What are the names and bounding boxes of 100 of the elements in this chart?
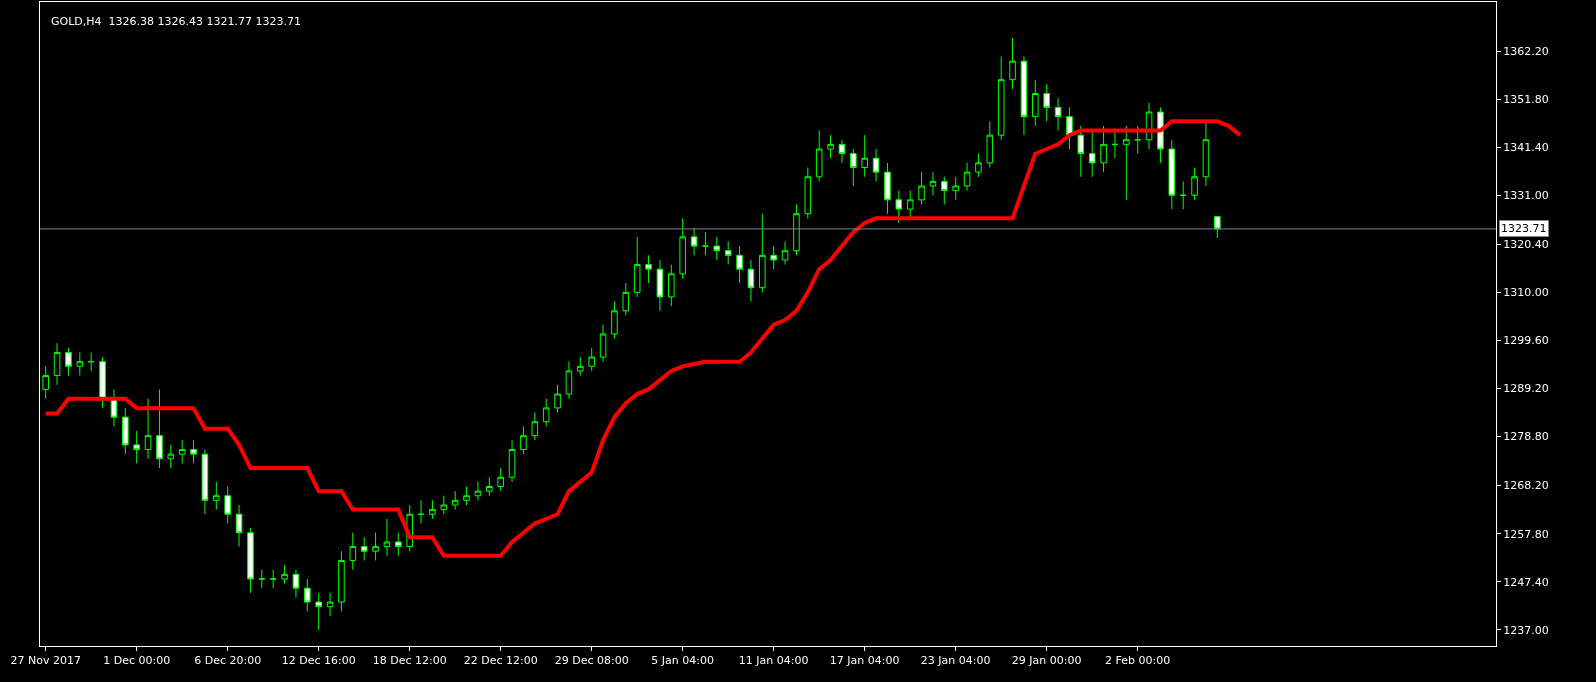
- candlestick: [633, 236, 641, 298]
- candlestick: [611, 301, 618, 340]
- y-tick-label: 1257.80: [1503, 527, 1549, 541]
- candlestick: [656, 259, 664, 312]
- candlestick: [702, 231, 709, 256]
- candlestick: [372, 532, 379, 561]
- candlestick: [144, 398, 152, 460]
- candlestick: [520, 425, 527, 455]
- candlestick: [1043, 83, 1050, 122]
- candlestick: [838, 139, 846, 164]
- x-tick-label: 12 Dec 16:00: [281, 654, 356, 668]
- candlestick: [213, 481, 220, 511]
- candlestick: [349, 532, 357, 571]
- candlestick: [486, 476, 493, 497]
- candlestick: [1066, 106, 1073, 150]
- candlestick: [1088, 130, 1096, 178]
- candlestick: [1020, 56, 1028, 136]
- y-tick-label: 1289.20: [1503, 382, 1549, 396]
- x-tick-label: 6 Dec 20:00: [194, 654, 262, 668]
- candlestick: [1009, 37, 1016, 90]
- candlestick: [1032, 79, 1039, 127]
- candlestick: [918, 171, 925, 205]
- y-tick-label: 1278.80: [1503, 430, 1549, 444]
- candlestick: [815, 130, 823, 182]
- candlestick: [258, 569, 266, 589]
- candlestick: [577, 356, 584, 377]
- candlestick: [1077, 125, 1085, 178]
- candlestick: [975, 153, 982, 178]
- candlestick: [269, 569, 277, 589]
- candlestick: [315, 592, 322, 631]
- y-tick-label: 1331.00: [1503, 189, 1549, 203]
- x-tick-label: 1 Dec 00:00: [103, 654, 171, 668]
- x-tick-label: 17 Jan 04:00: [829, 654, 900, 668]
- candlestick: [747, 259, 755, 303]
- y-tick-label: 1341.40: [1503, 141, 1549, 155]
- candlestick: [508, 439, 516, 483]
- candlestick: [724, 240, 732, 266]
- candlestick: [554, 384, 561, 414]
- candlestick: [360, 536, 368, 561]
- candlestick: [133, 430, 140, 464]
- candlestick: [1054, 97, 1062, 132]
- candlestick: [463, 486, 470, 506]
- candlestick: [53, 342, 61, 386]
- candlestick: [713, 236, 721, 261]
- line-series: [43, 119, 1243, 558]
- y-tick-label: 1320.40: [1503, 238, 1549, 252]
- candlestick: [440, 495, 448, 515]
- candlestick: [1179, 180, 1187, 210]
- candlestick: [895, 190, 903, 224]
- y-tick-label: 1299.60: [1503, 334, 1549, 348]
- candlestick: [110, 388, 118, 427]
- candlestick: [872, 148, 880, 182]
- y-tick-label: 1351.80: [1503, 92, 1549, 106]
- candlestick: [759, 213, 766, 293]
- candlestick: [793, 203, 800, 256]
- candlestick: [736, 245, 743, 284]
- candlestick: [1123, 125, 1130, 201]
- candlestick: [690, 227, 698, 256]
- candlestick: [542, 398, 550, 427]
- candlestick: [906, 190, 914, 219]
- candlestick: [235, 504, 243, 548]
- candlestick: [65, 347, 72, 377]
- candlestick: [781, 240, 789, 266]
- x-tick-label: 22 Dec 12:00: [463, 654, 538, 668]
- candlestick: [1168, 139, 1176, 210]
- candlestick: [76, 351, 84, 377]
- candlestick: [986, 120, 994, 169]
- candlestick: [304, 578, 311, 612]
- y-tick-label: 1268.20: [1503, 479, 1549, 493]
- candlestick: [952, 176, 959, 201]
- candlestick: [929, 171, 937, 196]
- candlestick: [963, 162, 971, 192]
- candlestick: [429, 499, 436, 520]
- x-tick-label: 11 Jan 04:00: [738, 654, 809, 668]
- ref-line-label: 1323.71: [1501, 222, 1547, 235]
- candlestick: [224, 486, 231, 524]
- candlestick: [770, 245, 777, 270]
- candlestick: [531, 412, 539, 441]
- candlestick: [156, 388, 163, 469]
- candlestick: [599, 324, 607, 363]
- candlestick: [292, 569, 300, 598]
- candlestick: [588, 347, 595, 372]
- candlestick: [1100, 125, 1107, 173]
- candlestick: [395, 532, 402, 557]
- candlestick: [827, 134, 834, 159]
- candlestick: [87, 351, 95, 372]
- x-tick-label: 23 Jan 04:00: [920, 654, 991, 668]
- y-tick-label: 1247.40: [1503, 575, 1549, 589]
- candlestick: [668, 264, 675, 307]
- candlestick: [1191, 167, 1198, 201]
- candlestick: [122, 407, 129, 455]
- candlestick: [167, 444, 175, 469]
- y-tick-label: 1237.00: [1503, 623, 1549, 637]
- candlestick: [42, 365, 49, 400]
- candlestick: [497, 467, 504, 492]
- candlestick: [1214, 215, 1221, 239]
- candlestick: [565, 361, 573, 400]
- candlestick: [850, 148, 857, 187]
- candlestick: [383, 518, 391, 557]
- x-tick-label: 27 Nov 2017: [10, 654, 81, 668]
